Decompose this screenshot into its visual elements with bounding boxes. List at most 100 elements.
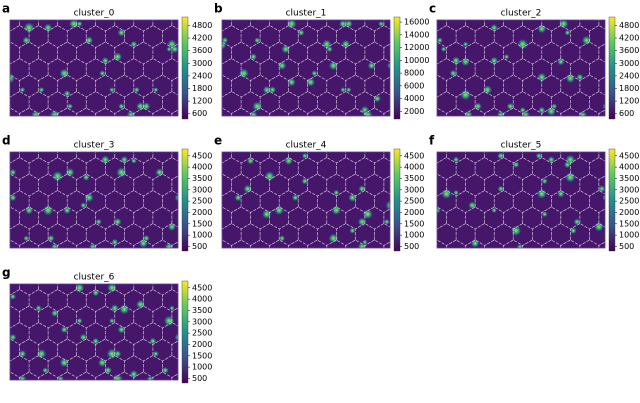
- hot-spot: [55, 250, 65, 260]
- hot-spot: [577, 8, 583, 14]
- hot-spot: [38, 86, 45, 94]
- colorbar: [608, 148, 616, 252]
- hot-spot: [91, 288, 100, 297]
- hot-spot: [391, 126, 402, 137]
- colorbar-tick-label: 4800: [192, 21, 212, 30]
- hot-spot: [597, 184, 605, 193]
- hot-spot: [420, 118, 430, 128]
- colorbar-tick-label: 4000: [404, 94, 424, 103]
- hot-spot: [470, 238, 480, 248]
- hot-spot: [578, 110, 588, 116]
- heatmap-frame: [436, 19, 606, 117]
- hot-spot: [510, 224, 522, 237]
- hot-spot: [347, 192, 358, 203]
- hot-spot: [135, 299, 146, 310]
- hot-spot: [130, 157, 138, 165]
- panel: g cluster_6 500 1000 1500 2000 2500 3000 3500 400…: [0, 266, 212, 391]
- hot-spot: [283, 156, 294, 166]
- hot-spot: [564, 29, 571, 36]
- hot-spot: [541, 177, 549, 185]
- hot-spot: [37, 382, 46, 391]
- hot-spot: [32, 251, 39, 258]
- hot-spot: [154, 167, 165, 178]
- hot-spot: [536, 23, 547, 34]
- hot-spot: [384, 199, 390, 212]
- hot-spot: [98, 69, 106, 77]
- hot-spot: [41, 367, 49, 374]
- hot-spot: [95, 218, 103, 226]
- hot-spot: [0, 87, 1, 93]
- hot-spot: [101, 56, 110, 65]
- hot-spot: [174, 193, 178, 203]
- hot-spot: [0, 221, 6, 233]
- colorbar-tick-label: 1000: [192, 231, 212, 240]
- hot-spot: [112, 51, 123, 62]
- colorbar-tick-label: 12000: [404, 43, 429, 52]
- hot-spot: [35, 304, 43, 312]
- hot-spot: [138, 238, 149, 248]
- colorbar-tick-label: 1200: [619, 97, 639, 106]
- heatmap-image: [0, 277, 178, 391]
- hot-spot: [229, 249, 240, 260]
- colorbar-tick-label: 16000: [404, 18, 429, 27]
- colorbar-tick-label: 1000: [404, 231, 424, 240]
- hot-spot: [427, 178, 433, 184]
- hot-spot: [100, 154, 111, 165]
- hot-spot: [135, 20, 139, 21]
- hot-spot: [497, 185, 505, 193]
- panel-label: a: [2, 2, 10, 16]
- hot-spot: [130, 40, 138, 48]
- hot-spot: [108, 86, 115, 93]
- hot-spot: [613, 123, 623, 133]
- hot-spot: [66, 103, 74, 110]
- hot-spot: [585, 8, 594, 17]
- heatmap-bg: [222, 152, 390, 248]
- hot-spot: [488, 128, 495, 135]
- hot-spot: [332, 189, 340, 197]
- hot-spot: [166, 277, 173, 284]
- hot-spot: [535, 152, 543, 160]
- colorbar-tick-label: 3500: [192, 174, 212, 183]
- hot-spot: [0, 374, 9, 385]
- hot-spot: [242, 184, 253, 194]
- hot-spot: [76, 317, 83, 325]
- hot-spot: [268, 85, 277, 94]
- hot-spot: [123, 0, 132, 4]
- heatmap-image: [0, 126, 178, 260]
- hot-spot: [344, 20, 354, 29]
- hot-spot: [160, 126, 172, 138]
- colorbar-tick-label: 4000: [404, 163, 424, 172]
- hot-spot: [10, 333, 17, 342]
- colorbar-tick-label: 1500: [192, 351, 212, 360]
- hot-spot: [310, 69, 318, 77]
- colorbar-tick-label: 500: [404, 242, 419, 251]
- hot-spot: [10, 193, 17, 202]
- heatmap-image: [222, 20, 390, 130]
- hot-spot: [345, 86, 352, 93]
- hot-spot: [238, 141, 245, 148]
- colorbar-tick-label: 14000: [404, 30, 429, 39]
- panel-label: c: [429, 2, 436, 16]
- hot-spot: [97, 357, 108, 368]
- hot-spot: [103, 366, 113, 375]
- hot-spot: [581, 134, 592, 145]
- colorbar-tick-label: 4500: [404, 151, 424, 160]
- hot-spot: [58, 67, 70, 79]
- hot-spot: [0, 40, 5, 49]
- panel-title: cluster_3: [74, 141, 115, 151]
- hot-spot: [117, 102, 126, 110]
- panel: b cluster_1 2000 4000 6000 8000 10000 12000 1400…: [214, 2, 429, 130]
- hot-spot: [43, 23, 53, 33]
- hot-spot: [17, 374, 27, 380]
- hot-spot: [516, 38, 529, 51]
- hot-spot: [602, 102, 605, 110]
- hot-spot: [55, 118, 65, 128]
- hot-spot: [542, 252, 548, 258]
- hot-spot: [333, 123, 340, 130]
- hot-spot: [441, 122, 452, 133]
- panel-label: b: [214, 2, 223, 16]
- colorbar-tick-label: 3500: [192, 306, 212, 315]
- colorbar-tick-label: 4200: [619, 34, 639, 43]
- hot-spot: [50, 242, 60, 248]
